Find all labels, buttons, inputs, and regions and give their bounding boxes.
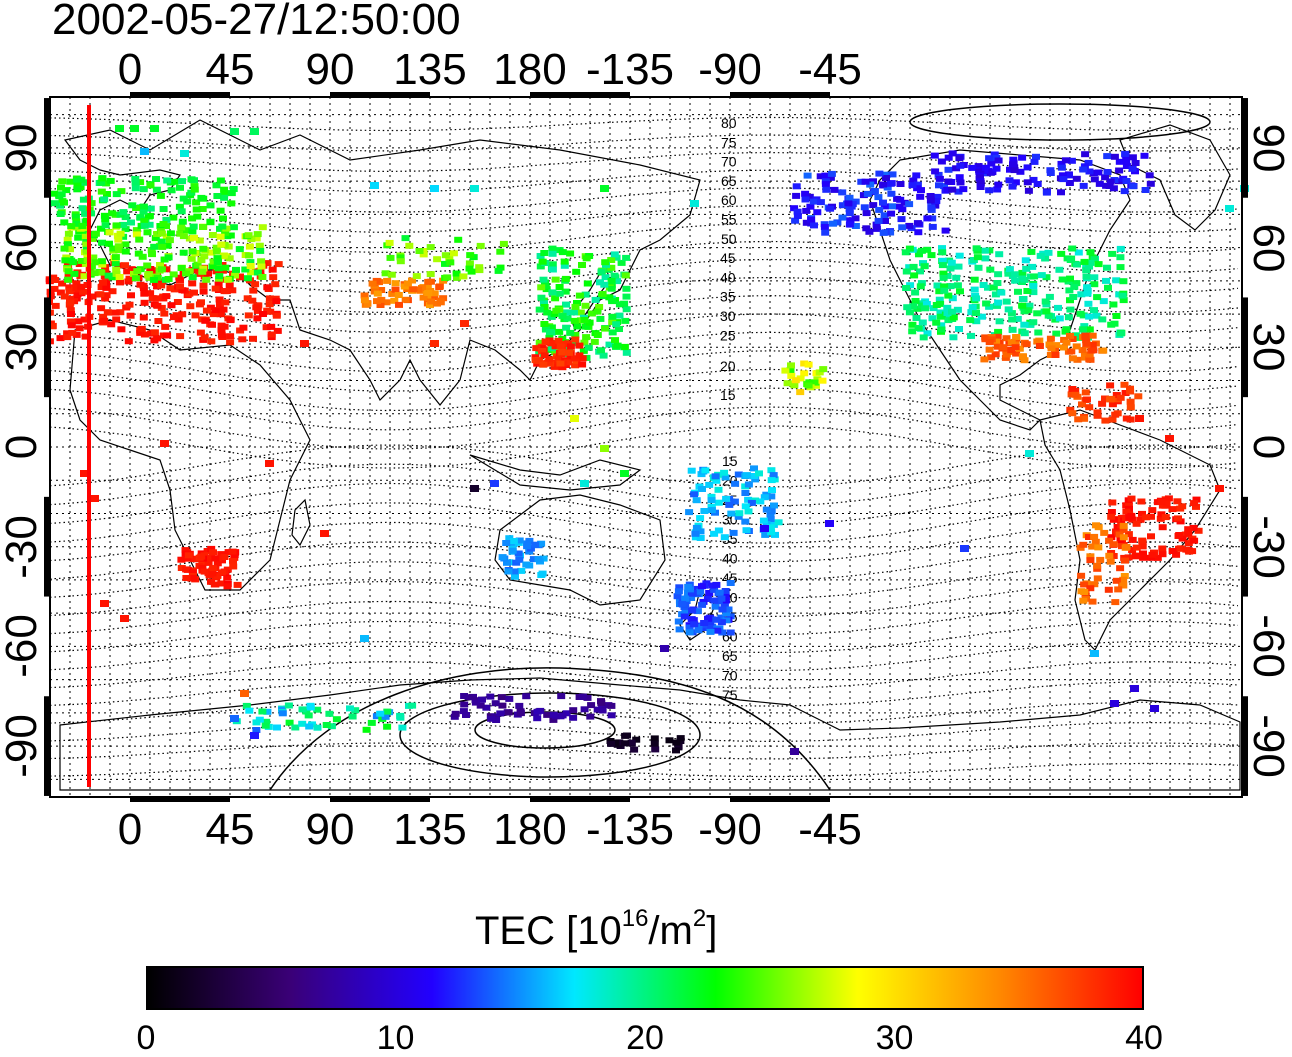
contour-label: 15 (722, 453, 738, 469)
lon-label-bottom: -90 (698, 805, 762, 854)
lon-label-top: -45 (798, 45, 862, 94)
colorbar-tick-label: 0 (136, 1019, 156, 1057)
magnetic-latitude-contours: 8075706560555045403530252015152025303540… (49, 103, 1239, 791)
lat-label-left: 0 (0, 434, 46, 460)
contour-label: 15 (720, 387, 736, 403)
lon-label-top: 90 (305, 45, 355, 94)
lon-label-bottom: -45 (798, 805, 862, 854)
lon-label-bottom: 90 (305, 805, 355, 854)
colorbar (146, 966, 1144, 1010)
lat-label-right: -30 (1244, 514, 1292, 579)
contour-label: 25 (720, 327, 736, 343)
colorbar-tick-label: 40 (1125, 1019, 1163, 1057)
lat-label-left: -60 (0, 614, 46, 679)
colorbar-tick-label: 10 (376, 1019, 415, 1057)
contour-label: 70 (721, 154, 737, 170)
frame-tick-marks (44, 92, 1248, 802)
contour-label: 65 (721, 173, 737, 189)
lat-label-right: 30 (1244, 322, 1292, 372)
contour-label: 70 (722, 668, 738, 684)
colorbar-tick-label: 30 (875, 1019, 914, 1057)
contour-label: 20 (720, 358, 736, 374)
lat-label-right: 60 (1244, 223, 1292, 273)
lat-label-right: -60 (1244, 614, 1292, 679)
lon-label-bottom: -135 (585, 805, 675, 854)
lat-label-left: -90 (0, 714, 46, 778)
lon-label-top: -90 (698, 45, 762, 94)
colorbar-tick-label: 20 (626, 1019, 664, 1057)
lon-label-top: 0 (117, 45, 143, 94)
lon-label-top: 135 (393, 45, 467, 94)
contour-label: 45 (720, 250, 736, 266)
lat-label-right: 0 (1244, 434, 1292, 460)
contour-label: 40 (722, 551, 738, 567)
lat-label-left: 60 (0, 223, 46, 273)
map-frame (49, 96, 1243, 798)
contour-label: 80 (721, 115, 737, 131)
tec-observations (45, 125, 1249, 755)
lat-label-right: -90 (1244, 714, 1292, 778)
contour-label: 65 (722, 648, 738, 664)
lon-label-top: 180 (493, 45, 567, 94)
lon-label-top: -135 (585, 45, 675, 94)
tec-map: 8075706560555045403530252015152025303540… (44, 92, 1249, 802)
timestamp-title: 2002-05-27/12:50:00 (52, 0, 461, 44)
lat-label-left: 30 (0, 322, 46, 372)
contour-label: 55 (721, 212, 737, 228)
contour-label: 30 (720, 308, 736, 324)
coastlines (59, 119, 1241, 791)
contour-label: 75 (722, 687, 738, 703)
lon-label-bottom: 135 (393, 805, 467, 854)
contour-label: 60 (721, 192, 737, 208)
lon-label-bottom: 45 (205, 805, 255, 854)
colorbar-title: TEC [1016/m2] (475, 905, 718, 954)
lat-label-left: -30 (0, 514, 46, 579)
contour-label: 50 (721, 231, 737, 247)
contour-label: 75 (721, 134, 737, 150)
graticule-grid (50, 97, 1242, 797)
lon-label-top: 45 (205, 45, 255, 94)
lat-label-left: 90 (0, 123, 46, 173)
lat-label-right: 90 (1244, 123, 1292, 173)
lon-label-bottom: 180 (493, 805, 567, 854)
contour-label: 35 (720, 289, 736, 305)
lon-label-bottom: 0 (117, 805, 143, 854)
contour-label: 40 (720, 269, 736, 285)
